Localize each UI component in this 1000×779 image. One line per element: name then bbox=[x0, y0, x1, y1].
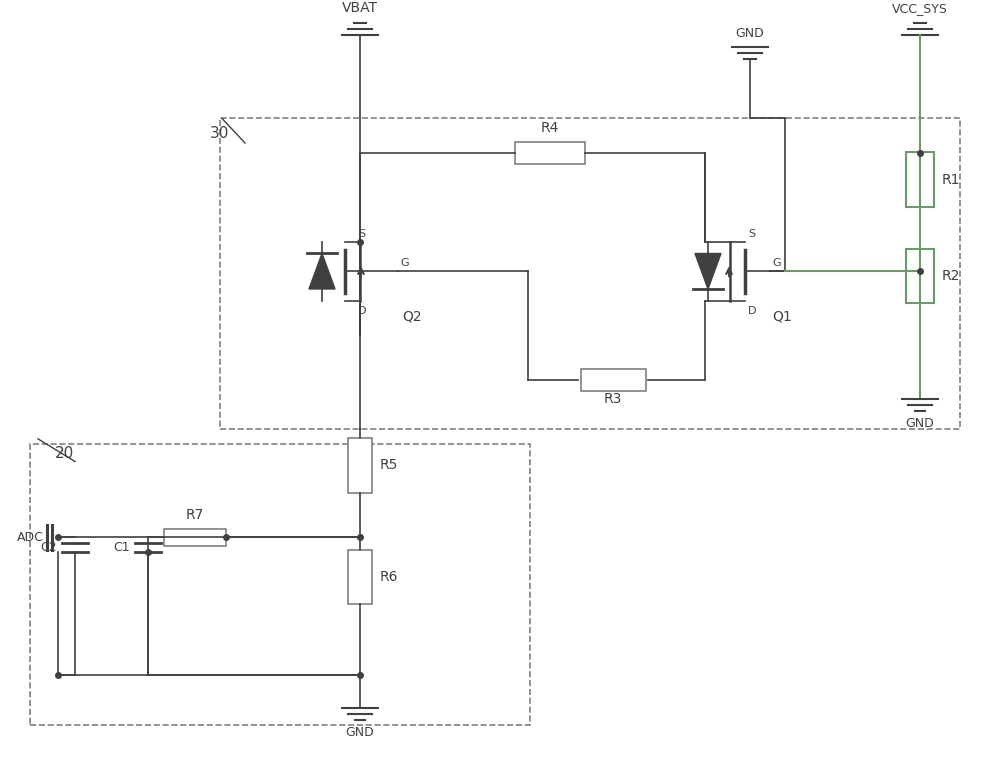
Bar bbox=[906, 249, 934, 303]
Text: ADC: ADC bbox=[17, 531, 44, 544]
Text: R2: R2 bbox=[942, 270, 960, 283]
Bar bbox=[906, 153, 934, 206]
Text: D: D bbox=[358, 305, 366, 315]
Text: R6: R6 bbox=[380, 570, 398, 584]
Text: VBAT: VBAT bbox=[342, 1, 378, 15]
Text: S: S bbox=[358, 229, 366, 238]
Text: GND: GND bbox=[736, 26, 764, 40]
Polygon shape bbox=[309, 253, 335, 289]
Text: Q1: Q1 bbox=[772, 309, 792, 323]
Text: R7: R7 bbox=[186, 508, 204, 522]
Text: R5: R5 bbox=[380, 459, 398, 472]
Polygon shape bbox=[695, 253, 721, 289]
Bar bbox=[580, 368, 646, 390]
Bar bbox=[220, 118, 960, 429]
Text: S: S bbox=[748, 229, 755, 238]
Text: C1: C1 bbox=[113, 541, 130, 555]
Text: R4: R4 bbox=[541, 122, 559, 136]
Bar bbox=[164, 529, 226, 546]
Text: G: G bbox=[772, 259, 781, 268]
Text: R3: R3 bbox=[604, 393, 622, 407]
Text: VCC_SYS: VCC_SYS bbox=[892, 2, 948, 15]
Bar bbox=[348, 439, 372, 492]
Text: GND: GND bbox=[346, 726, 374, 738]
Bar bbox=[30, 444, 530, 724]
Text: R1: R1 bbox=[942, 172, 960, 186]
Text: GND: GND bbox=[906, 417, 934, 430]
Text: G: G bbox=[400, 259, 409, 268]
Text: 30: 30 bbox=[210, 125, 229, 141]
Bar bbox=[515, 142, 585, 164]
Text: Q2: Q2 bbox=[402, 309, 422, 323]
Bar bbox=[348, 550, 372, 604]
Text: C2: C2 bbox=[40, 541, 57, 555]
Text: 20: 20 bbox=[55, 446, 74, 461]
Text: D: D bbox=[748, 305, 757, 315]
